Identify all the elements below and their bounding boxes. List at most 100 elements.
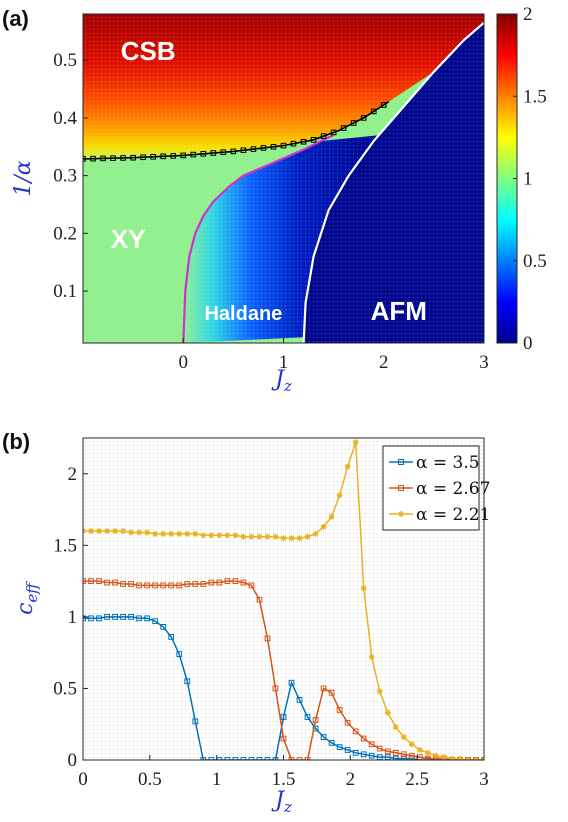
- data-point: [344, 463, 351, 470]
- data-point: [424, 749, 431, 756]
- legend-entry: α = 2.67: [416, 479, 490, 499]
- y-tick-label: 0.5: [53, 678, 77, 699]
- x-tick-label: 2: [346, 769, 356, 790]
- data-point: [384, 748, 391, 755]
- heatmap-panel: CSB XY Haldane AFM 0 1 2 3 0.1 0.2 0.3 0.4 0.5 Jz 1/α (…: [2, 4, 547, 395]
- x-tick-label: 0: [78, 769, 88, 790]
- colorbar-tick-label: 0: [523, 333, 533, 354]
- data-point: [296, 696, 303, 703]
- region-label-csb: CSB: [121, 36, 176, 66]
- x-tick-label: 3: [479, 769, 489, 790]
- data-point: [280, 535, 287, 542]
- region-label-haldane: Haldane: [204, 303, 282, 325]
- data-point: [232, 578, 239, 585]
- data-point: [248, 533, 255, 540]
- data-point: [208, 532, 215, 539]
- data-point: [392, 724, 399, 731]
- boundary-marker: [250, 146, 257, 152]
- panel-label-b: (b): [2, 429, 30, 454]
- data-point: [288, 679, 295, 686]
- data-point: [200, 581, 207, 587]
- data-point: [272, 533, 279, 540]
- data-point: [232, 532, 239, 539]
- data-point: [83, 578, 86, 585]
- y-tick-label: 1: [68, 607, 78, 628]
- data-point: [360, 751, 367, 758]
- y-tick-label: 0.4: [53, 108, 77, 129]
- data-point: [352, 749, 359, 756]
- data-point: [152, 582, 159, 589]
- boundary-marker: [360, 115, 367, 121]
- data-point: [184, 581, 191, 587]
- data-point: [168, 634, 175, 640]
- data-point: [216, 579, 223, 586]
- boundary-marker: [120, 155, 126, 161]
- data-point: [352, 439, 359, 446]
- data-point: [448, 755, 455, 760]
- data-point: [376, 688, 383, 695]
- data-point: [128, 529, 135, 536]
- legend-entry: α = 2.21: [416, 505, 490, 525]
- data-point: [280, 714, 287, 720]
- data-point: [96, 615, 102, 622]
- data-point: [136, 529, 143, 536]
- data-point: [104, 528, 111, 535]
- data-point: [336, 492, 343, 499]
- y-tick-label: 2: [68, 464, 78, 485]
- data-point: [248, 582, 255, 589]
- data-point: [352, 728, 359, 735]
- x-tick-label: 1.5: [272, 769, 296, 790]
- heatmap-plot-area: CSB XY Haldane AFM: [83, 14, 484, 343]
- data-point: [128, 613, 135, 620]
- data-point: [184, 678, 191, 685]
- data-point: [368, 741, 375, 748]
- data-point: [208, 579, 215, 586]
- colorbar-tick-label: 1: [523, 169, 533, 190]
- boundary-marker: [380, 102, 387, 108]
- data-point: [152, 530, 159, 537]
- x-tick-label: 2: [379, 352, 389, 373]
- boundary-marker: [290, 140, 297, 147]
- heatmap-texture: [83, 14, 484, 343]
- boundary-marker: [300, 138, 307, 145]
- x-tick-label: 0: [179, 352, 189, 373]
- boundary-marker: [140, 154, 146, 161]
- legend-marker: [398, 459, 404, 465]
- data-point: [96, 528, 103, 535]
- data-point: [176, 582, 183, 589]
- data-point: [360, 735, 367, 742]
- data-point: [416, 746, 423, 753]
- data-point: [96, 578, 102, 585]
- data-point: [192, 718, 199, 725]
- boundary-marker: [210, 150, 217, 156]
- x-tick-label: 1: [279, 352, 289, 373]
- data-point: [144, 615, 151, 622]
- data-point: [120, 528, 127, 535]
- boundary-marker: [200, 150, 207, 157]
- data-point: [400, 755, 407, 760]
- region-label-afm: AFM: [371, 296, 427, 326]
- data-point: [176, 530, 183, 537]
- boundary-marker: [190, 151, 197, 158]
- data-point: [320, 685, 327, 692]
- data-point: [312, 717, 319, 723]
- data-point: [120, 613, 126, 620]
- data-point: [104, 579, 110, 586]
- boundary-marker: [150, 153, 156, 160]
- line-chart-panel: 0 0.5 1 1.5 2 2.5 3 0 0.5 1 1.5 2 Jz ceff (b) α = 3.5 α …: [2, 429, 490, 816]
- data-point: [304, 714, 311, 720]
- x-tick-label: 1: [212, 769, 222, 790]
- data-point: [440, 754, 447, 760]
- data-point: [144, 529, 151, 536]
- data-point: [392, 755, 399, 760]
- boundary-marker: [100, 155, 106, 162]
- data-point: [104, 613, 110, 620]
- data-point: [432, 752, 439, 759]
- x-tick-label: 0.5: [138, 769, 162, 790]
- data-point: [144, 582, 151, 589]
- data-point: [264, 635, 271, 642]
- boundary-marker: [110, 155, 116, 161]
- data-point: [304, 533, 311, 540]
- colorbar-tick-label: 0.5: [523, 251, 547, 272]
- data-point: [256, 533, 263, 540]
